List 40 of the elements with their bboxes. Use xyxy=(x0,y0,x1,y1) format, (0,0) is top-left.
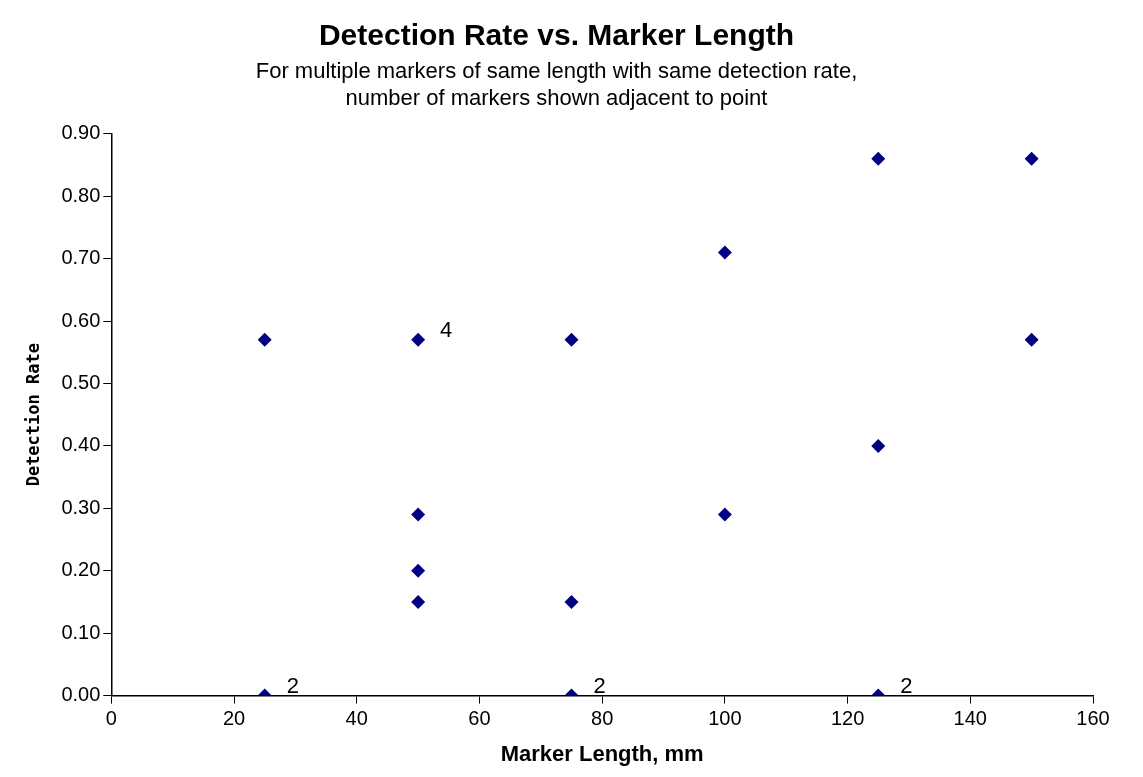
annotation: 2 xyxy=(900,672,913,698)
x-tick-label: 120 xyxy=(830,707,865,730)
point xyxy=(717,245,732,260)
y-tick-label: 0.60 xyxy=(61,308,101,331)
point xyxy=(257,332,272,347)
x-tick-label: 100 xyxy=(708,707,742,730)
y-tick-label: 0.30 xyxy=(61,495,101,518)
point xyxy=(564,594,579,609)
chart-title: Detection Rate vs. Marker Length xyxy=(318,18,795,52)
point xyxy=(871,151,886,166)
annotation: 2 xyxy=(286,672,299,698)
x-tick-label: 0 xyxy=(105,707,117,730)
annotation: 4 xyxy=(440,316,453,342)
x-tick-label: 60 xyxy=(468,707,491,730)
x-axis-title: Marker Length, mm xyxy=(500,740,704,766)
y-tick-label: 0.90 xyxy=(61,121,101,144)
y-tick-label: 0.10 xyxy=(61,620,101,643)
point xyxy=(1024,151,1039,166)
point xyxy=(411,332,426,347)
point xyxy=(1024,332,1039,347)
point xyxy=(717,507,732,522)
annotation: 2 xyxy=(593,672,606,698)
y-tick-label: 0.50 xyxy=(61,371,101,393)
x-tick-label: 40 xyxy=(345,707,368,730)
x-tick-label: 140 xyxy=(953,707,987,730)
chart-subtitle: For multiple markers of same length with same detection rate, number of markers shown adjacent to point xyxy=(255,58,858,110)
point xyxy=(411,563,426,578)
point xyxy=(564,332,579,347)
point xyxy=(871,438,886,453)
x-tick-label: 80 xyxy=(591,707,614,730)
y-tick-label: 0.70 xyxy=(61,246,101,269)
y-tick-label: 0.80 xyxy=(61,183,101,206)
y-tick-label: 0.00 xyxy=(61,683,101,706)
y-tick-label: 0.40 xyxy=(61,433,101,456)
point xyxy=(411,507,426,522)
x-tick-label: 160 xyxy=(1076,707,1110,730)
point xyxy=(411,594,426,609)
y-axis-title: Detection Rate xyxy=(22,343,43,487)
y-tick-label: 0.20 xyxy=(61,558,101,581)
x-tick-label: 20 xyxy=(222,707,246,730)
